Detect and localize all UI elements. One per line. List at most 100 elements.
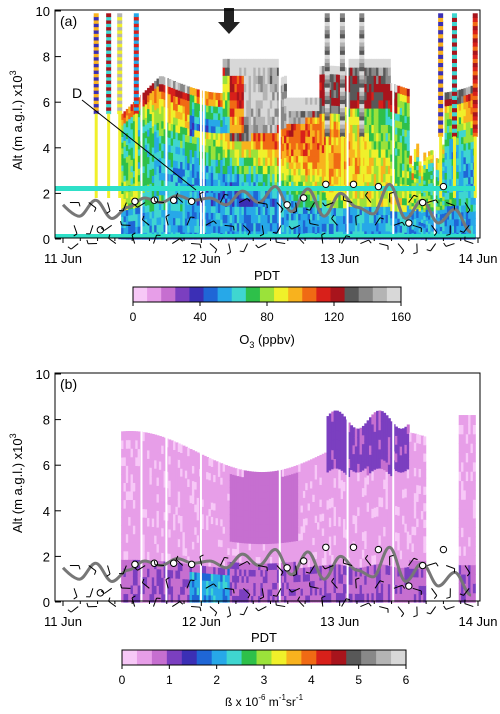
- colorbar-a-swatch: [259, 287, 275, 302]
- ozone-cell: [276, 189, 280, 199]
- ozone-cell: [416, 230, 420, 236]
- ozone-cell: [213, 225, 217, 233]
- ozone-cell: [239, 214, 243, 224]
- ozone-cell: [465, 197, 469, 206]
- ozone-cell: [437, 231, 441, 236]
- backscatter-cell: [147, 525, 151, 535]
- ozone-cell: [328, 97, 332, 106]
- ozone-cell: [170, 101, 174, 110]
- backscatter-cell: [194, 586, 198, 596]
- panel-a-label: (a): [60, 13, 77, 29]
- backscatter-cell: [177, 443, 181, 452]
- ozone-cell: [411, 205, 415, 210]
- panel-a-wind-barb-flag: [379, 217, 384, 220]
- backscatter-cell: [234, 501, 238, 509]
- panel-a-wind-barb: [291, 224, 301, 230]
- backscatter-cell: [236, 488, 240, 497]
- backscatter-cell: [194, 496, 198, 505]
- backscatter-cell: [224, 574, 228, 583]
- ozone-cell: [298, 97, 302, 105]
- ozone-cell: [208, 192, 212, 200]
- ozone-cell: [399, 121, 403, 129]
- ozone-cell: [253, 206, 257, 216]
- ozone-cell: [220, 139, 224, 147]
- ozone-cell: [472, 224, 476, 233]
- panel-a-frame: [54, 9, 481, 239]
- ozone-cell: [298, 155, 302, 163]
- ozone-cell: [128, 124, 132, 132]
- backscatter-cell: [168, 520, 172, 530]
- panel-a-wind-barb: [331, 218, 338, 226]
- backscatter-cell: [246, 523, 250, 531]
- backscatter-cell: [149, 585, 153, 595]
- ozone-cell: [137, 135, 141, 143]
- sonde-column-segment: [339, 87, 345, 92]
- ozone-cell: [175, 146, 179, 154]
- ozone-cell: [437, 158, 441, 163]
- ozone-cell: [456, 103, 460, 112]
- backscatter-cell: [161, 486, 165, 496]
- backscatter-cell: [213, 509, 217, 518]
- ozone-cell: [449, 151, 453, 160]
- ozone-cell: [352, 173, 356, 183]
- ozone-cell: [132, 151, 136, 159]
- ozone-cell: [406, 109, 410, 117]
- backscatter-cell: [217, 539, 221, 547]
- ozone-cell: [260, 83, 264, 93]
- ozone-cell: [232, 67, 236, 76]
- ozone-cell: [163, 106, 167, 115]
- backscatter-cell: [184, 470, 188, 479]
- backscatter-cell: [253, 523, 257, 531]
- ozone-cell: [347, 157, 351, 166]
- backscatter-cell: [187, 470, 191, 480]
- ozone-cell: [305, 97, 309, 105]
- backscatter-cell: [234, 541, 238, 550]
- ozone-cell: [399, 107, 403, 115]
- backscatter-cell: [173, 521, 177, 531]
- ozone-cell: [385, 189, 389, 199]
- sonde-column-segment: [359, 119, 365, 125]
- ozone-cell: [206, 158, 210, 166]
- ozone-cell: [411, 182, 415, 187]
- ozone-cell: [189, 176, 193, 185]
- ozone-cell: [461, 211, 465, 220]
- ozone-cell: [442, 144, 446, 150]
- ozone-cell: [121, 182, 125, 189]
- ozone-cell: [295, 194, 299, 202]
- sonde-column-segment: [117, 40, 123, 44]
- ozone-cell: [423, 211, 427, 217]
- ozone-cell: [373, 189, 377, 199]
- ozone-cell: [420, 182, 424, 187]
- sonde-column-segment: [133, 40, 139, 44]
- sonde-column-segment: [451, 111, 457, 117]
- backscatter-cell: [156, 535, 160, 545]
- ozone-cell: [173, 109, 177, 118]
- ozone-cell: [397, 155, 401, 163]
- ozone-cell: [163, 216, 167, 225]
- backscatter-cell: [130, 542, 134, 552]
- ozone-cell: [272, 67, 276, 76]
- ozone-cell: [281, 165, 285, 174]
- ozone-cell: [224, 91, 228, 101]
- sonde-column-segment: [451, 128, 457, 133]
- ozone-cell: [177, 118, 181, 127]
- backscatter-cell: [182, 586, 186, 595]
- ozone-cell: [170, 116, 174, 125]
- ozone-cell: [246, 91, 250, 101]
- backscatter-cell: [151, 475, 155, 485]
- ozone-cell: [446, 118, 450, 127]
- backscatter-cell: [158, 543, 162, 553]
- ozone-cell: [420, 169, 424, 174]
- backscatter-cell: [243, 542, 247, 550]
- ozone-cell: [258, 148, 261, 158]
- ozone-cell: [267, 108, 271, 117]
- ozone-cell: [175, 110, 179, 119]
- ozone-cell: [234, 222, 238, 232]
- colorbar-a-bar: [133, 287, 402, 302]
- panel-a-wind-barb: [412, 224, 422, 229]
- backscatter-cell: [182, 531, 186, 541]
- ozone-cell: [284, 179, 287, 188]
- ozone-cell: [262, 140, 266, 150]
- backscatter-cell: [215, 580, 219, 589]
